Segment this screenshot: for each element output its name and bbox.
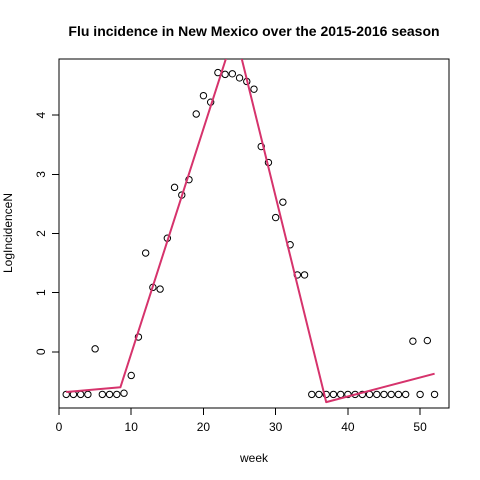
y-axis: 0 1 2 3 4 [34, 112, 60, 355]
data-point [300, 271, 309, 279]
data-point [336, 390, 345, 399]
series-points [62, 68, 439, 399]
data-point [91, 345, 99, 353]
chart-title: Flu incidence in New Mexico over the 201… [68, 23, 439, 39]
data-point [308, 390, 316, 399]
data-point [113, 390, 121, 399]
x-tick-label: 30 [269, 420, 283, 434]
data-point [279, 198, 287, 206]
data-point [329, 390, 338, 399]
data-point [401, 390, 410, 399]
data-point [416, 390, 424, 399]
data-point [98, 390, 107, 399]
data-point [235, 74, 244, 82]
x-tick-label: 50 [413, 420, 427, 434]
data-point [199, 91, 208, 100]
y-tick-label: 0 [34, 348, 48, 355]
data-point [315, 390, 323, 399]
data-point [430, 390, 439, 399]
x-tick-label: 20 [197, 420, 211, 434]
y-tick-label: 3 [34, 171, 48, 178]
data-point [257, 142, 265, 151]
x-axis-label: week [239, 451, 269, 465]
data-point [373, 390, 381, 399]
data-point [250, 85, 258, 93]
data-point [127, 371, 135, 380]
data-point [271, 213, 280, 222]
data-point [387, 390, 395, 399]
data-point [76, 390, 85, 399]
data-point [380, 390, 388, 399]
data-point [156, 285, 164, 293]
data-point [322, 390, 330, 399]
data-point [221, 70, 229, 79]
data-point [105, 390, 114, 399]
y-axis-label: LogIncidenceN [1, 193, 15, 273]
x-axis: 0 10 20 30 40 50 [56, 407, 427, 434]
y-tick-label: 1 [34, 289, 48, 296]
y-tick-label: 2 [34, 230, 48, 237]
x-tick-label: 0 [56, 420, 63, 434]
x-tick-label: 40 [341, 420, 355, 434]
data-point [141, 249, 150, 257]
data-point [423, 336, 432, 345]
y-tick-label: 4 [34, 112, 48, 119]
data-point [409, 337, 417, 345]
data-point [120, 389, 128, 397]
x-tick-label: 10 [125, 420, 139, 434]
data-point [170, 183, 179, 192]
data-point [344, 390, 352, 399]
data-point [228, 70, 237, 78]
data-point [394, 390, 403, 399]
data-point [84, 390, 92, 399]
fit-line [66, 59, 435, 404]
series-fit [66, 59, 435, 404]
data-point [192, 110, 200, 118]
